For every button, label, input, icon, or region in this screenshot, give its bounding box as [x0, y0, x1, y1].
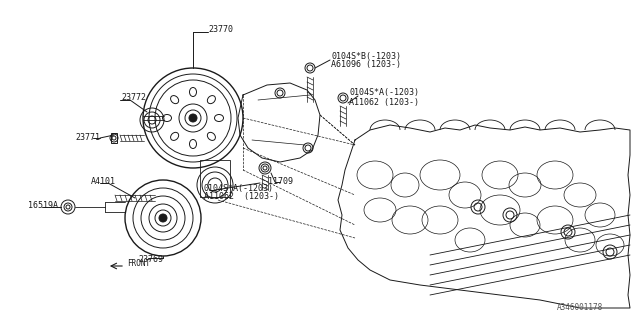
Text: 16519A: 16519A	[28, 201, 58, 210]
Text: A4101: A4101	[91, 177, 116, 186]
Text: 23770: 23770	[208, 26, 233, 35]
Text: 23772: 23772	[121, 93, 146, 102]
Text: A346001178: A346001178	[557, 303, 604, 313]
Circle shape	[189, 114, 197, 122]
Text: A11062 (1203-): A11062 (1203-)	[349, 98, 419, 107]
Circle shape	[159, 214, 167, 222]
Text: 0104S*A(-1203): 0104S*A(-1203)	[349, 89, 419, 98]
Text: 11709: 11709	[268, 178, 293, 187]
Text: 0104S*A(-1203): 0104S*A(-1203)	[204, 183, 274, 193]
Text: A11062  (1203-): A11062 (1203-)	[204, 193, 279, 202]
Text: A61096 (1203-): A61096 (1203-)	[331, 60, 401, 69]
Text: FRONT: FRONT	[127, 260, 150, 268]
Text: 23771: 23771	[75, 133, 100, 142]
Text: 0104S*B(-1203): 0104S*B(-1203)	[331, 52, 401, 60]
Text: 23769: 23769	[138, 255, 163, 265]
